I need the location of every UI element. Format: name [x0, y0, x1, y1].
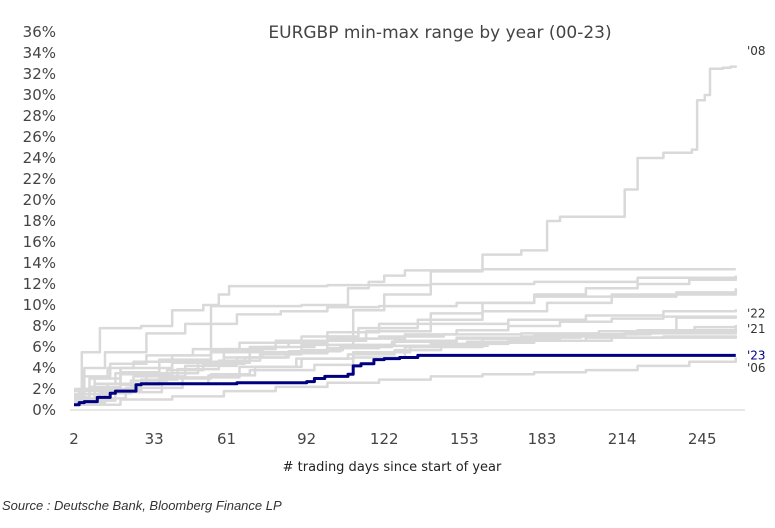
y-tick-label: 10%: [23, 296, 56, 314]
y-tick-label: 6%: [32, 338, 56, 356]
series-line-21: [74, 328, 736, 399]
x-tick-label: 183: [528, 430, 557, 448]
chart-title: EURGBP min-max range by year (00-23): [268, 23, 611, 43]
x-tick-label: 2: [69, 430, 79, 448]
y-tick-label: 0%: [32, 401, 56, 419]
y-axis-ticks: 0% 2% 4% 6% 8% 10% 12% 14% 16% 18% 20% 22% 24% 26% 28%…: [23, 23, 56, 419]
series-line: [74, 288, 738, 397]
series-line: [74, 268, 736, 391]
series-line: [74, 332, 738, 404]
series-line: [74, 277, 738, 393]
y-tick-label: 30%: [23, 86, 56, 104]
y-tick-label: 22%: [23, 170, 56, 188]
y-tick-label: 20%: [23, 191, 56, 209]
x-tick-label: 33: [145, 430, 164, 448]
series-label-22: '22: [747, 306, 766, 320]
series-labels: '08 '22 '21 '23'06: [747, 44, 766, 375]
y-tick-label: 24%: [23, 149, 56, 167]
series-line: [74, 275, 738, 399]
x-axis-ticks: 2 33 61 92 122 153 183 214 245: [69, 430, 716, 448]
series-line-23: [74, 353, 736, 407]
y-tick-label: 14%: [23, 254, 56, 272]
series-label-21: '21: [747, 322, 766, 336]
y-tick-label: 26%: [23, 128, 56, 146]
x-tick-label: 92: [297, 430, 316, 448]
y-tick-label: 34%: [23, 44, 56, 62]
y-tick-label: 8%: [32, 317, 56, 335]
x-tick-label: 122: [370, 430, 399, 448]
series-label-23: '23: [747, 348, 766, 362]
x-tick-label: 245: [688, 430, 717, 448]
x-tick-label: 153: [450, 430, 479, 448]
y-tick-label: 36%: [23, 23, 56, 41]
x-tick-label: 214: [608, 430, 637, 448]
series-label-06: '06: [747, 361, 766, 375]
x-axis-label: # trading days since start of year: [283, 460, 502, 475]
y-tick-label: 4%: [32, 359, 56, 377]
y-tick-label: 2%: [32, 380, 56, 398]
series-label-08: '08: [747, 44, 766, 58]
source-note: Source : Deutsche Bank, Bloomberg Financ…: [2, 498, 282, 513]
x-tick-label: 61: [217, 430, 236, 448]
series-line: [74, 324, 738, 400]
y-tick-label: 16%: [23, 233, 56, 251]
y-tick-label: 28%: [23, 107, 56, 125]
series-line-06: [74, 357, 738, 407]
series-lines: [74, 65, 738, 407]
y-tick-label: 32%: [23, 65, 56, 83]
y-tick-label: 18%: [23, 212, 56, 230]
y-tick-label: 12%: [23, 275, 56, 293]
